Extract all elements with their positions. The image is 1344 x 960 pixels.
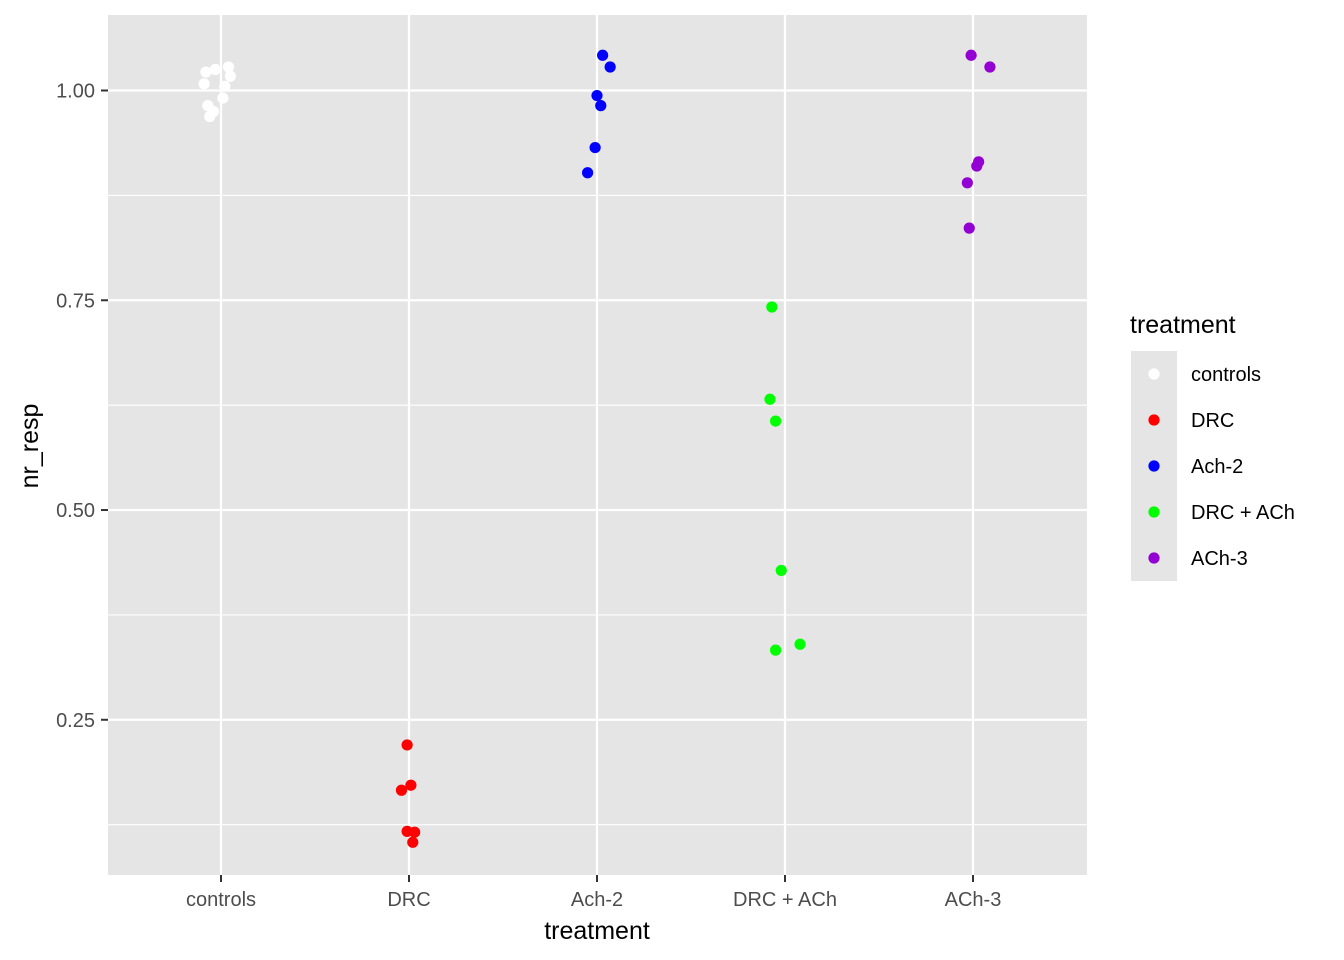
legend-label: DRC + ACh xyxy=(1191,502,1295,524)
data-point xyxy=(217,92,229,104)
legend-key xyxy=(1148,368,1160,380)
x-tick-label: Ach-2 xyxy=(571,889,623,911)
y-tick-label: 0.25 xyxy=(56,710,95,732)
data-point xyxy=(775,564,787,577)
data-point xyxy=(219,80,231,92)
data-point xyxy=(395,784,408,796)
legend-label: ACh-3 xyxy=(1191,548,1248,570)
data-point xyxy=(965,49,977,61)
data-point xyxy=(589,141,601,154)
data-point xyxy=(582,167,594,179)
legend-key xyxy=(1148,552,1160,564)
data-point xyxy=(405,779,417,791)
data-point xyxy=(204,110,216,123)
x-tick-label: controls xyxy=(186,889,256,911)
x-tick-label: DRC + ACh xyxy=(733,889,837,911)
data-point xyxy=(198,78,210,90)
data-point xyxy=(200,66,212,78)
x-tick-label: DRC xyxy=(387,889,430,911)
data-point xyxy=(401,739,413,751)
x-axis-tick-labels: controls DRC Ach-2 DRC + ACh ACh-3 xyxy=(186,889,1001,911)
data-point xyxy=(961,177,973,189)
legend-key xyxy=(1148,414,1160,426)
data-point xyxy=(222,61,235,73)
legend-key xyxy=(1148,506,1160,518)
data-point xyxy=(595,100,607,112)
legend-key xyxy=(1148,460,1160,472)
legend: treatment controls DRC Ach-2 DRC + ACh ACh-3 xyxy=(1130,311,1295,581)
y-axis-tick-labels: 0.25 0.50 0.75 1.00 xyxy=(56,81,95,732)
x-tick-label: ACh-3 xyxy=(945,889,1002,911)
major-gridlines xyxy=(108,15,1087,875)
data-point xyxy=(984,61,996,73)
data-point xyxy=(409,826,421,838)
axis-ticks xyxy=(101,89,974,882)
data-point xyxy=(770,415,782,427)
data-point xyxy=(591,89,603,102)
y-axis-title: nr_resp xyxy=(16,404,44,489)
data-point xyxy=(604,61,616,73)
data-point xyxy=(963,222,975,234)
data-point xyxy=(794,638,806,650)
data-points xyxy=(198,49,996,848)
data-point xyxy=(766,301,778,313)
legend-title: treatment xyxy=(1130,311,1236,339)
y-tick-label: 1.00 xyxy=(56,81,95,103)
legend-label: controls xyxy=(1191,364,1261,386)
data-point xyxy=(764,393,776,405)
data-point xyxy=(770,644,782,656)
y-tick-label: 0.50 xyxy=(56,500,95,522)
legend-label: Ach-2 xyxy=(1191,456,1243,478)
legend-label: DRC xyxy=(1191,410,1234,432)
data-point xyxy=(209,63,221,76)
data-point xyxy=(407,836,419,848)
y-tick-label: 0.75 xyxy=(56,290,95,312)
data-point xyxy=(597,49,609,61)
x-axis-title: treatment xyxy=(544,917,650,945)
data-point xyxy=(971,160,983,172)
data-point xyxy=(224,70,236,82)
